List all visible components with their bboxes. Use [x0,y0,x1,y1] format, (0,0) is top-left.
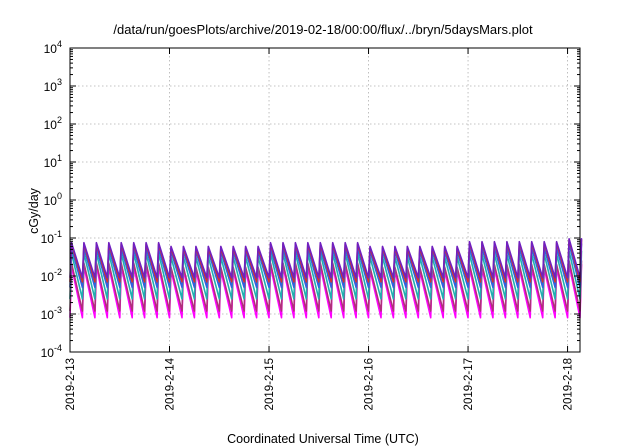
y-tick-label: 103 [44,77,62,94]
x-axis-label: Coordinated Universal Time (UTC) [227,432,419,446]
series-line [69,260,583,312]
y-tick-label: 100 [44,191,62,208]
y-tick-label: 10-3 [41,305,62,322]
x-tick-label: 2019-2-15 [264,358,276,410]
series-group [69,238,583,319]
series-line [69,243,583,289]
y-tick-label: 10-2 [41,267,62,284]
series-line [69,238,583,279]
x-tick-labels: 2019-2-13 2019-2-14 2019-2-15 2019-2-16 2019… [65,357,575,410]
chart-title: /data/run/goesPlots/archive/2019-02-18/0… [113,22,533,37]
y-tick-label: 101 [44,153,62,170]
y-tick-label: 10-4 [41,343,62,360]
y-tick-label: 104 [44,39,62,56]
series-line [69,250,583,300]
x-tick-label: 2019-2-18 [563,358,575,410]
y-tick-label: 102 [44,115,62,132]
y-tick-labels: 10-4 10-3 10-2 10-1 100 101 102 103 104 [41,39,62,360]
x-tick-label: 2019-2-14 [165,357,177,410]
series-line [69,263,583,319]
series-line [69,238,583,283]
tick-marks [69,47,580,353]
y-tick-label: 10-1 [41,229,62,246]
x-tick-label: 2019-2-16 [364,358,376,410]
x-tick-label: 2019-2-17 [463,358,475,410]
x-tick-label: 2019-2-13 [65,358,77,410]
y-axis-label: cGy/day [27,187,41,234]
